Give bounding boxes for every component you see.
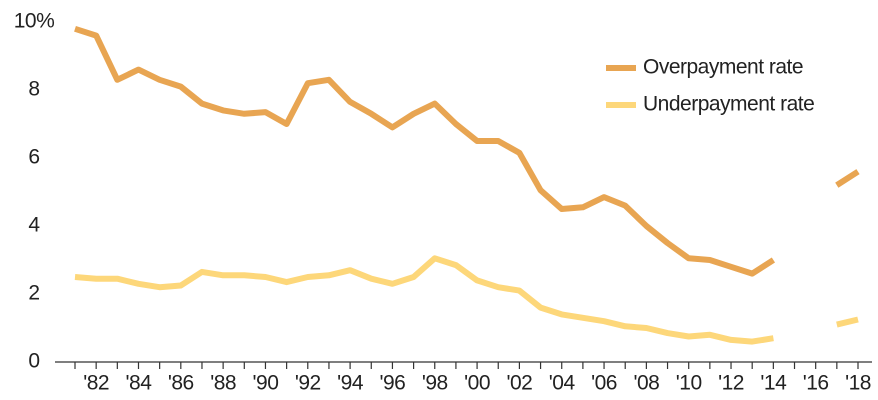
x-tick-label: '84: [126, 372, 153, 395]
x-tick-label: '90: [253, 372, 279, 395]
y-tick-label: 0: [28, 350, 39, 373]
y-tick-label: 8: [28, 78, 39, 101]
x-tick-label: '98: [422, 372, 448, 395]
y-tick-label: 2: [28, 282, 39, 305]
x-tick-label: '12: [718, 372, 744, 395]
y-tick-label: 4: [28, 214, 40, 237]
series-line: [74, 25, 860, 277]
x-tick-label: '16: [803, 372, 829, 395]
x-tick-label: '86: [168, 372, 194, 395]
x-tick-label: '96: [379, 372, 405, 395]
x-tick-label: '92: [295, 372, 321, 395]
x-tick-label: '14: [760, 372, 787, 395]
legend-label: Overpayment rate: [643, 56, 803, 79]
y-tick-label: 10%: [14, 10, 55, 33]
x-tick-label: '06: [591, 372, 617, 395]
x-tick-label: '10: [676, 372, 702, 395]
x-tick-label: '04: [549, 372, 576, 395]
x-tick-label: '94: [337, 372, 364, 395]
x-tick-label: '08: [633, 372, 659, 395]
series-line: [74, 255, 859, 345]
x-tick-label: '00: [464, 372, 490, 395]
x-tick-label: '02: [506, 372, 532, 395]
x-tick-label: '88: [210, 372, 236, 395]
x-tick-label: '18: [845, 372, 871, 395]
legend-label: Underpayment rate: [643, 93, 814, 116]
x-tick-label: '82: [83, 372, 109, 395]
y-tick-label: 6: [28, 146, 39, 169]
